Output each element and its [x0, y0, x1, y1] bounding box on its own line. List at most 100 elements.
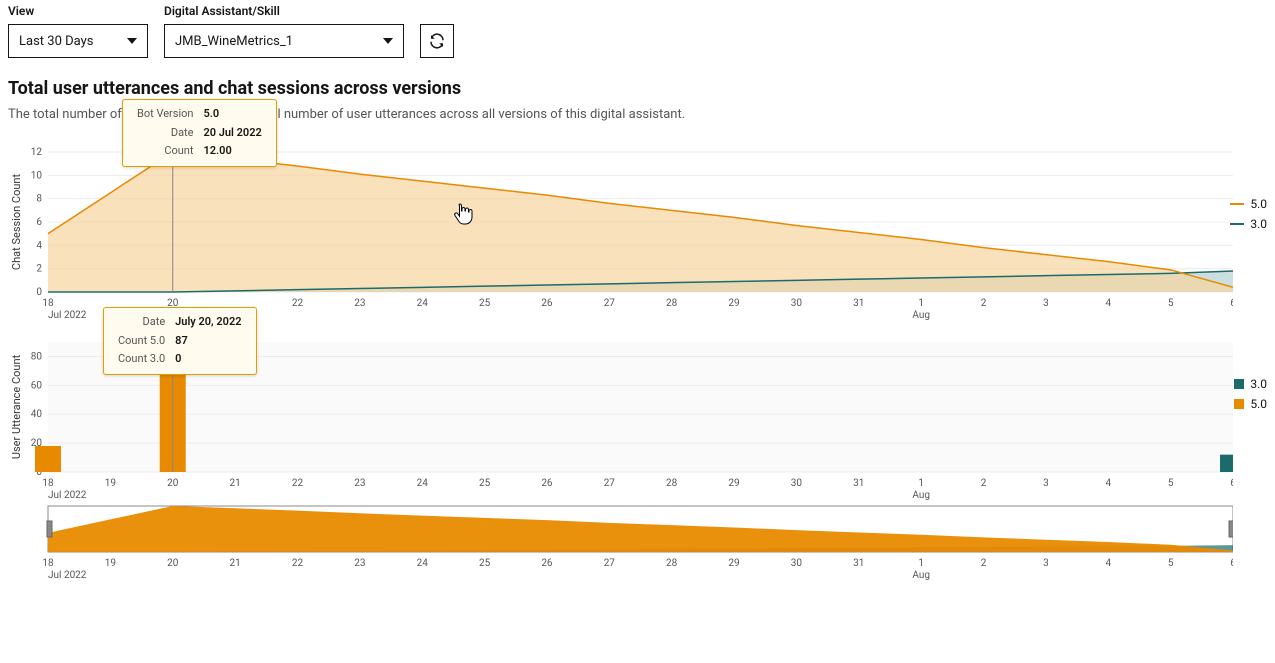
svg-text:12: 12 [31, 147, 43, 158]
svg-text:26: 26 [541, 478, 553, 489]
utterance-chart: 020406080User Utterance Count18Jul 20221… [8, 322, 1267, 502]
view-control: View Last 30 Days [8, 4, 148, 58]
svg-text:1: 1 [918, 298, 924, 309]
svg-text:Jul 2022: Jul 2022 [48, 490, 87, 501]
svg-text:31: 31 [853, 478, 864, 489]
svg-text:25: 25 [479, 298, 491, 309]
legend-item-30[interactable]: 3.0 [1230, 217, 1267, 231]
legend-item-50[interactable]: 5.0 [1230, 197, 1267, 211]
svg-text:29: 29 [728, 478, 739, 489]
chat-session-chart: 024681012Chat Session Count18Jul 2022202… [8, 142, 1267, 322]
svg-text:5: 5 [1168, 478, 1174, 489]
legend-square-icon [1234, 399, 1244, 409]
refresh-button[interactable] [420, 24, 454, 58]
svg-text:Aug: Aug [912, 490, 930, 501]
chevron-down-icon [383, 38, 393, 44]
svg-text:4: 4 [36, 240, 42, 251]
svg-text:Jul 2022: Jul 2022 [48, 570, 87, 581]
svg-text:25: 25 [479, 558, 491, 569]
assistant-value: JMB_WineMetrics_1 [175, 34, 293, 49]
utterance-tooltip: DateJuly 20, 2022 Count 5.087 Count 3.00 [103, 307, 257, 375]
svg-text:1: 1 [918, 558, 924, 569]
svg-text:29: 29 [728, 558, 739, 569]
svg-text:8: 8 [36, 194, 42, 205]
svg-text:28: 28 [666, 298, 678, 309]
svg-text:30: 30 [791, 558, 803, 569]
svg-text:10: 10 [31, 170, 43, 181]
svg-text:23: 23 [354, 478, 365, 489]
svg-text:29: 29 [728, 298, 739, 309]
svg-text:3: 3 [1043, 478, 1049, 489]
svg-text:30: 30 [791, 298, 803, 309]
view-select[interactable]: Last 30 Days [8, 24, 148, 58]
svg-text:25: 25 [479, 478, 491, 489]
overview-svg[interactable]: 18Jul 2022 19 20 21 22 23 24 25 26 27 28 29 30 31 1Aug… [8, 502, 1233, 592]
svg-text:6: 6 [36, 217, 42, 228]
svg-text:20: 20 [167, 558, 179, 569]
section-title: Total user utterances and chat sessions … [8, 78, 1267, 99]
utterance-legend: 3.0 5.0 [1234, 377, 1267, 411]
svg-text:2: 2 [981, 298, 987, 309]
legend-item-50[interactable]: 5.0 [1234, 397, 1267, 411]
svg-text:Chat Session Count: Chat Session Count [10, 174, 23, 271]
svg-text:27: 27 [604, 558, 616, 569]
svg-text:3: 3 [1043, 298, 1049, 309]
legend-label: 3.0 [1250, 217, 1267, 231]
svg-text:40: 40 [31, 409, 43, 420]
svg-text:27: 27 [604, 298, 616, 309]
svg-text:20: 20 [167, 478, 179, 489]
svg-text:19: 19 [105, 558, 116, 569]
svg-text:User Utterance Count: User Utterance Count [10, 354, 23, 459]
svg-text:31: 31 [853, 298, 864, 309]
chat-tooltip: Bot Version5.0 Date20 Jul 2022 Count12.0… [122, 99, 277, 167]
svg-text:26: 26 [541, 558, 553, 569]
refresh-icon [428, 32, 446, 50]
legend-item-30[interactable]: 3.0 [1234, 377, 1267, 391]
svg-text:5: 5 [1168, 298, 1174, 309]
svg-text:21: 21 [229, 558, 240, 569]
overview-chart: 18Jul 2022 19 20 21 22 23 24 25 26 27 28 29 30 31 1Aug… [8, 502, 1267, 592]
svg-text:30: 30 [791, 478, 803, 489]
svg-text:31: 31 [853, 558, 864, 569]
svg-text:22: 22 [292, 558, 304, 569]
legend-label: 5.0 [1250, 197, 1267, 211]
legend-label: 5.0 [1250, 397, 1267, 411]
svg-text:4: 4 [1105, 478, 1111, 489]
view-label: View [8, 4, 148, 18]
assistant-select[interactable]: JMB_WineMetrics_1 [164, 24, 404, 58]
svg-text:Aug: Aug [912, 310, 930, 321]
svg-text:2: 2 [36, 264, 42, 275]
legend-label: 3.0 [1250, 377, 1267, 391]
svg-text:22: 22 [292, 298, 304, 309]
svg-text:6: 6 [1230, 478, 1233, 489]
svg-text:0: 0 [36, 287, 42, 298]
svg-text:18: 18 [42, 478, 54, 489]
svg-text:60: 60 [31, 380, 43, 391]
svg-text:5: 5 [1168, 558, 1174, 569]
svg-text:23: 23 [354, 558, 365, 569]
svg-text:18: 18 [42, 558, 54, 569]
assistant-label: Digital Assistant/Skill [164, 4, 404, 18]
svg-text:24: 24 [417, 298, 429, 309]
chevron-down-icon [127, 38, 137, 44]
svg-text:4: 4 [1105, 298, 1111, 309]
svg-text:4: 4 [1105, 558, 1111, 569]
view-value: Last 30 Days [19, 34, 93, 49]
svg-text:Jul 2022: Jul 2022 [48, 310, 87, 321]
chat-session-svg[interactable]: 024681012Chat Session Count18Jul 2022202… [8, 142, 1233, 322]
svg-text:24: 24 [417, 558, 429, 569]
legend-line-icon [1230, 223, 1244, 225]
svg-text:6: 6 [1230, 298, 1233, 309]
legend-line-icon [1230, 203, 1244, 205]
svg-text:28: 28 [666, 558, 678, 569]
controls-row: View Last 30 Days Digital Assistant/Skil… [8, 4, 1267, 58]
svg-text:19: 19 [105, 478, 116, 489]
svg-text:27: 27 [604, 478, 616, 489]
svg-text:Aug: Aug [912, 570, 930, 581]
svg-text:21: 21 [229, 478, 240, 489]
svg-text:23: 23 [354, 298, 365, 309]
svg-text:6: 6 [1230, 558, 1233, 569]
svg-text:18: 18 [42, 298, 54, 309]
svg-text:80: 80 [31, 351, 43, 362]
svg-text:2: 2 [981, 478, 987, 489]
